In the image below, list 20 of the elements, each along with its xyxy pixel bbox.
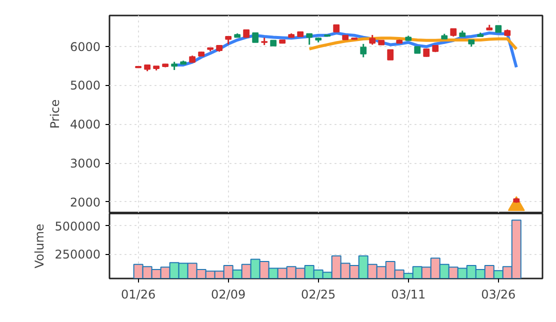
y-tick-label: 500000 xyxy=(54,219,101,234)
y-tick-label: 250000 xyxy=(54,248,101,262)
y-tick-label: 3000 xyxy=(70,156,101,171)
y-axis-title: Price xyxy=(48,99,62,129)
line-series xyxy=(308,36,518,50)
candlestick xyxy=(360,43,367,58)
x-tick-label: 02/09 xyxy=(211,288,246,302)
y-axis-title: Volume xyxy=(32,224,47,268)
x-tick-label: 01/26 xyxy=(121,288,156,302)
candlestick xyxy=(387,49,394,60)
x-tick-label: 03/26 xyxy=(481,288,516,302)
x-tick-label: 02/25 xyxy=(301,288,336,302)
y-tick-label: 2000 xyxy=(70,195,101,210)
y-tick-label: 4000 xyxy=(70,118,101,132)
y-tick-label: 6000 xyxy=(70,40,101,54)
y-tick-label: 5000 xyxy=(70,78,101,93)
candlestick xyxy=(306,33,313,46)
x-tick-label: 03/11 xyxy=(391,288,426,302)
candlestick xyxy=(369,34,376,46)
candlestick xyxy=(252,32,259,43)
